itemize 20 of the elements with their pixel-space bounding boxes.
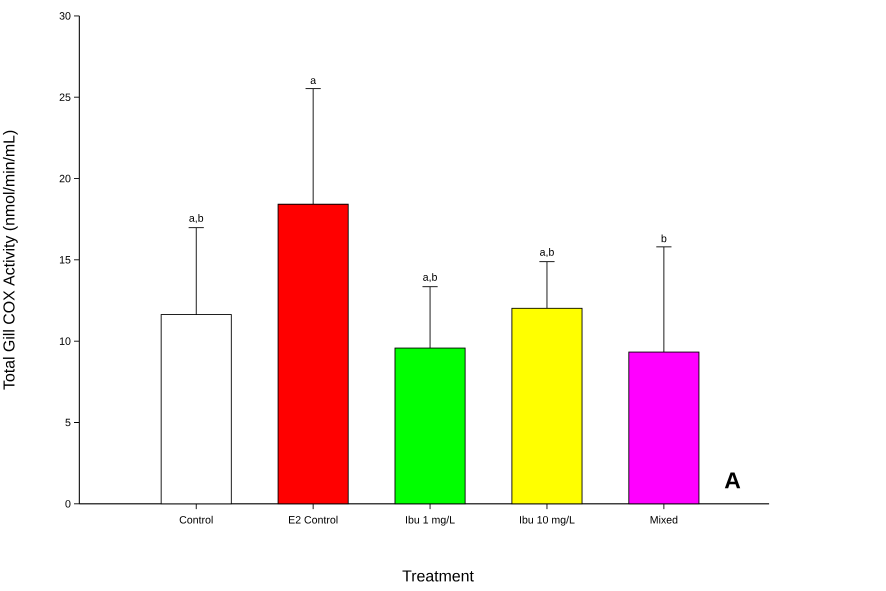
annotation: b — [662, 234, 666, 242]
annotation: a,b — [189, 214, 204, 223]
y-tick-label: 30 — [60, 12, 70, 20]
x-tick-label: E2 Control — [289, 516, 338, 524]
y-tick-label: 15 — [60, 256, 70, 264]
x-tick-label: Mixed — [650, 516, 678, 524]
y-tick-label: 25 — [60, 93, 70, 101]
y-tick-label: 10 — [60, 337, 70, 345]
annotation: a,b — [423, 272, 437, 282]
y-tick-label: 5 — [65, 418, 70, 426]
x-tick-label: Ibu 1 mg/L — [406, 516, 455, 526]
y-tick-label: 0 — [65, 500, 70, 508]
x-tick-label: Control — [180, 516, 213, 524]
y-tick-label: 20 — [60, 174, 70, 182]
annotation: a — [310, 78, 316, 84]
y-axis-title: Total Gill COX Activity (nmol/min/mL) — [2, 130, 18, 390]
annotation: A — [724, 472, 740, 488]
x-axis-title: Treatment — [402, 570, 474, 582]
annotation: a,b — [540, 248, 554, 257]
x-tick-label: Ibu 10 mg/L — [520, 516, 575, 526]
